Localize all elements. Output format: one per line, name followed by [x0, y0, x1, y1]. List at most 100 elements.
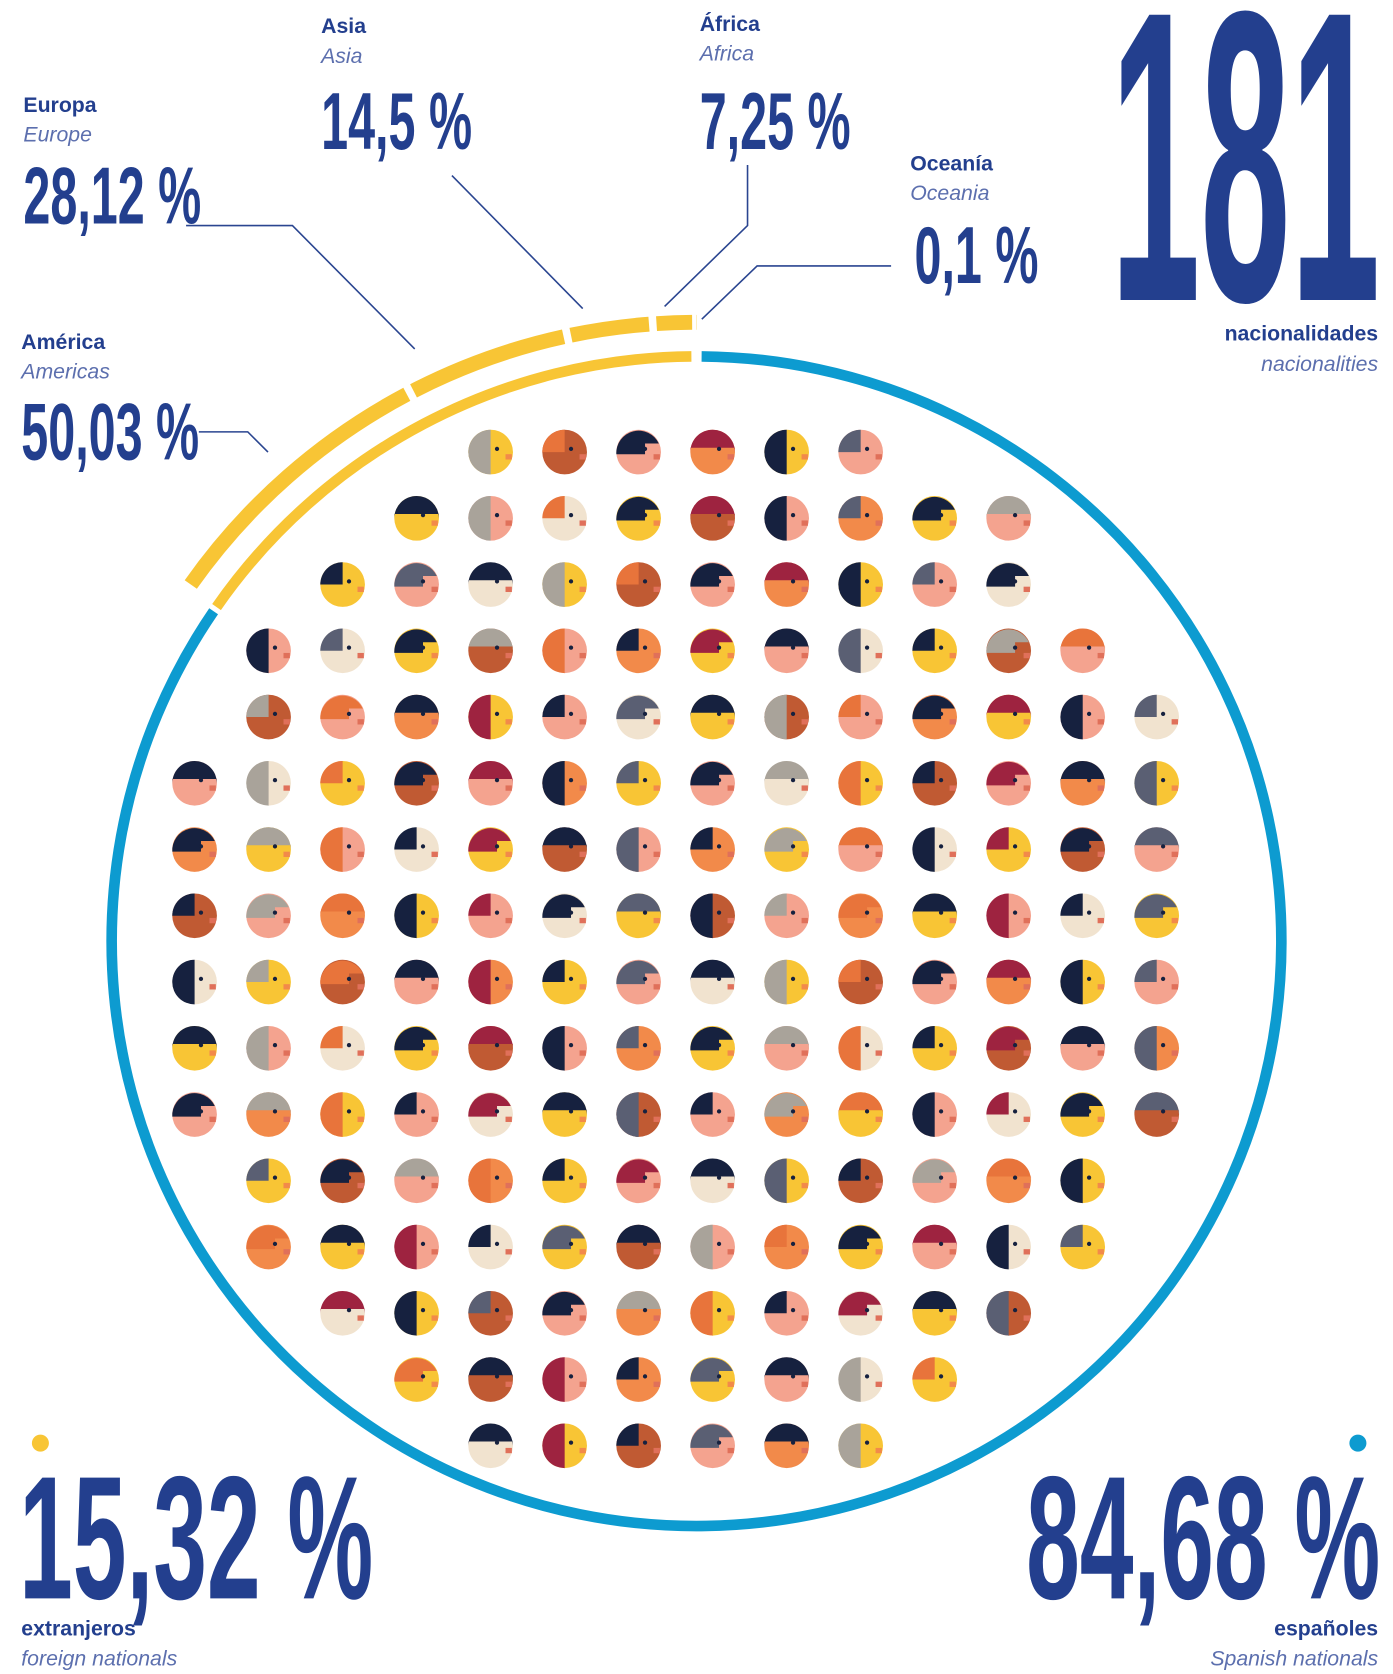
face-nose	[506, 1315, 512, 1320]
face-eye	[643, 712, 647, 716]
face-nose	[728, 653, 734, 658]
face-hair	[616, 761, 638, 783]
face	[320, 761, 365, 806]
face-hair	[764, 430, 786, 475]
face	[764, 1291, 809, 1336]
face-eye	[717, 513, 721, 517]
face-eye	[939, 910, 943, 914]
continent-name-en: Europe	[23, 123, 92, 147]
face-eye	[717, 1440, 721, 1444]
leader-line	[702, 266, 891, 319]
face-nose	[1024, 587, 1030, 592]
face-nose	[209, 1050, 215, 1055]
face-eye	[939, 977, 943, 981]
face-nose	[283, 1050, 289, 1055]
face-nose	[580, 1448, 586, 1453]
face-nose	[950, 1183, 956, 1188]
face-hair	[468, 1158, 490, 1203]
face	[616, 1026, 661, 1071]
face-eye	[569, 712, 573, 716]
face-hair	[912, 628, 934, 650]
face-eye	[347, 579, 351, 583]
face-eye	[569, 778, 573, 782]
face-hair	[912, 761, 934, 783]
face-eye	[791, 977, 795, 981]
face-nose	[802, 1448, 808, 1453]
face	[320, 1225, 365, 1270]
face-nose	[580, 918, 586, 923]
face-hair	[764, 1158, 786, 1203]
face-eye	[717, 1043, 721, 1047]
face-nose	[358, 1050, 364, 1055]
face	[616, 1225, 661, 1270]
face-hair	[838, 1158, 860, 1180]
face	[690, 628, 735, 673]
face-eye	[1087, 1175, 1091, 1179]
face-hair	[468, 893, 490, 915]
face-eye	[791, 1109, 795, 1113]
face-eye	[1161, 1109, 1165, 1113]
face-eye	[791, 1175, 795, 1179]
face-hair	[320, 628, 342, 650]
continent-value: 28,12 %	[23, 152, 201, 242]
face	[616, 1092, 661, 1137]
face	[912, 893, 957, 938]
face	[320, 827, 365, 872]
face-nose	[950, 587, 956, 592]
face-eye	[865, 513, 869, 517]
face-nose	[802, 1249, 808, 1254]
face-nose	[432, 918, 438, 923]
face-hair	[986, 893, 1008, 938]
continent-value: 7,25 %	[700, 77, 851, 167]
face	[542, 1357, 587, 1402]
face-nose	[728, 1117, 734, 1122]
face-hair	[172, 893, 194, 915]
face-eye	[717, 977, 721, 981]
breakdown-segment	[191, 394, 407, 584]
face-nose	[950, 653, 956, 658]
face	[690, 827, 735, 872]
face-eye	[421, 579, 425, 583]
face-nose	[654, 1050, 660, 1055]
face-eye	[643, 1308, 647, 1312]
face-hair	[986, 1092, 1008, 1114]
face-eye	[865, 910, 869, 914]
face-eye	[865, 1440, 869, 1444]
face-hair	[468, 496, 490, 541]
face	[246, 893, 291, 938]
leader-line	[199, 432, 268, 452]
face-eye	[643, 1043, 647, 1047]
face-nose	[876, 1315, 882, 1320]
face-eye	[643, 1242, 647, 1246]
face	[1134, 960, 1179, 1005]
face-eye	[939, 513, 943, 517]
face-eye	[717, 778, 721, 782]
face	[616, 893, 661, 938]
face-nose	[358, 1117, 364, 1122]
face-eye	[1161, 712, 1165, 716]
face-eye	[495, 1242, 499, 1246]
face-eye	[273, 910, 277, 914]
face-nose	[728, 1183, 734, 1188]
face	[912, 960, 957, 1005]
face	[912, 1357, 957, 1402]
face-hair	[1060, 960, 1082, 1005]
face-eye	[791, 712, 795, 716]
face-hair	[542, 562, 564, 607]
face-nose	[876, 454, 882, 459]
face-nose	[580, 852, 586, 857]
face-nose	[876, 1249, 882, 1254]
face	[912, 562, 957, 607]
face-nose	[580, 1050, 586, 1055]
face-hair	[246, 960, 268, 982]
face-nose	[728, 1249, 734, 1254]
face-eye	[865, 447, 869, 451]
face-nose	[1024, 1117, 1030, 1122]
face	[320, 1291, 365, 1336]
face-nose	[1172, 918, 1178, 923]
face-eye	[643, 844, 647, 848]
face-eye	[569, 844, 573, 848]
face-eye	[495, 645, 499, 649]
face-nose	[580, 1249, 586, 1254]
face	[542, 761, 587, 806]
